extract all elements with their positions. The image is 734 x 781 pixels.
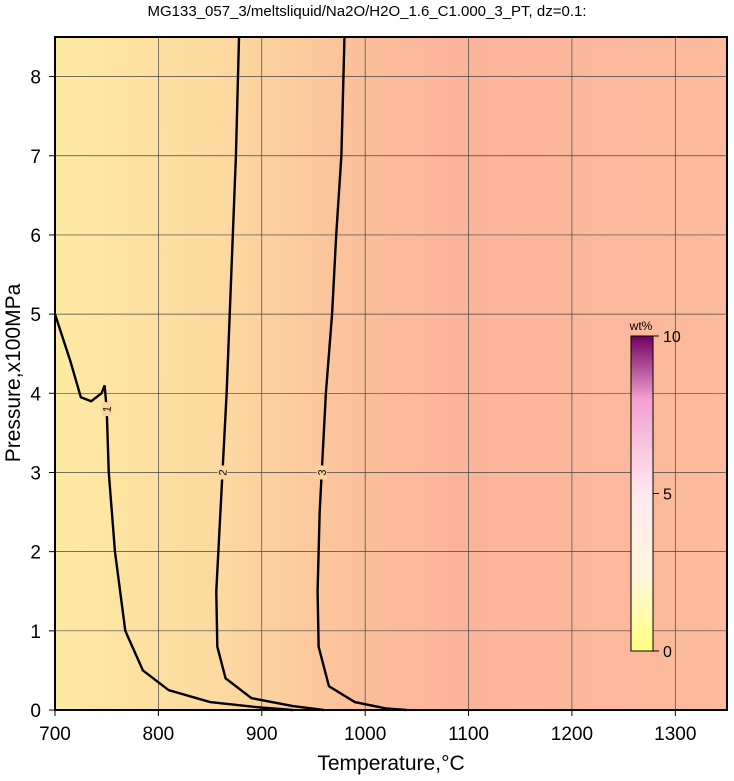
x-tick-label: 900: [246, 724, 278, 745]
y-tick-label: 7: [30, 147, 41, 168]
contour-label: 3: [316, 469, 328, 476]
chart-title: MG133_057_3/meltsliquid/Na2O/H2O_1.6_C1.…: [147, 3, 586, 20]
contours: 1 2 3: [53, 36, 407, 712]
x-tick-label: 700: [39, 724, 71, 745]
x-tick-label: 1100: [448, 724, 489, 745]
contour-label-bg: [217, 465, 228, 480]
colorbar: [630, 335, 654, 652]
contour-label: 2: [217, 469, 229, 476]
contour-line: [215, 36, 324, 712]
colorbar-tick-label: 10: [663, 329, 681, 346]
y-tick-label: 5: [30, 305, 41, 326]
contour-label: 1: [101, 406, 113, 413]
x-tick-label: 1300: [654, 724, 696, 745]
frame: [54, 36, 728, 711]
y-tick-label: 0: [30, 701, 41, 722]
grid: [54, 37, 727, 711]
y-tick-label: 2: [30, 543, 41, 564]
contour-label-bg: [101, 402, 112, 417]
x-tick-label: 800: [143, 724, 175, 745]
x-axis-label: Temperature,°C: [317, 752, 464, 775]
y-tick-label: 4: [30, 384, 41, 405]
colorbar-tick-label: 0: [663, 644, 672, 661]
colorbar-tick-label: 5: [663, 487, 672, 504]
y-tick-label: 3: [30, 463, 41, 484]
x-tick-label: 1000: [344, 724, 386, 745]
colorbar-label: wt%: [629, 319, 653, 333]
contour-line: [316, 36, 407, 712]
y-tick-label: 6: [30, 226, 41, 247]
contour-line: [53, 313, 293, 712]
y-tick-label: 1: [30, 622, 41, 643]
y-axis-label: Pressure,x100MPa: [2, 283, 25, 462]
y-tick-label: 8: [30, 68, 41, 89]
contour-label-bg: [316, 465, 327, 480]
x-tick-label: 1200: [551, 724, 593, 745]
field: [55, 37, 727, 710]
